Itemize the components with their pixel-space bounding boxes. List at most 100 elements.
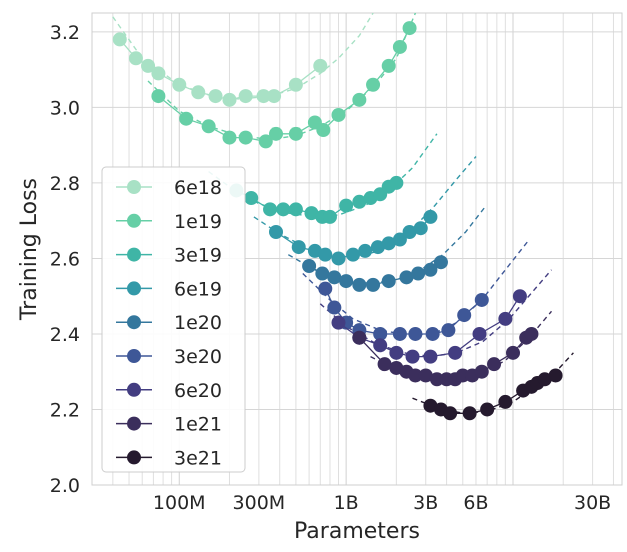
data-point	[441, 323, 456, 338]
data-point	[524, 326, 539, 341]
y-tick-label: 3.2	[50, 22, 80, 44]
data-point	[505, 345, 520, 360]
data-point	[402, 225, 417, 240]
data-point	[179, 111, 194, 126]
y-tick-label: 2.2	[50, 399, 80, 421]
x-tick-label: 3B	[413, 492, 438, 514]
data-point	[425, 326, 440, 341]
data-point	[472, 326, 487, 341]
data-point	[322, 209, 337, 224]
data-point	[222, 130, 237, 145]
x-tick-label: 6B	[463, 492, 488, 514]
data-point	[366, 77, 381, 92]
series-6e18	[112, 32, 328, 107]
data-point	[244, 191, 259, 206]
legend-label: 6e18	[174, 177, 222, 199]
legend-marker	[127, 450, 141, 465]
data-point	[512, 289, 527, 304]
data-point	[462, 406, 477, 421]
data-point	[302, 258, 317, 273]
series-line-1e19	[157, 27, 411, 143]
legend-marker	[127, 349, 141, 363]
series-1e19	[151, 21, 417, 149]
legend-box	[101, 166, 246, 473]
data-point	[433, 255, 448, 270]
y-tick-label: 2.8	[50, 173, 80, 195]
data-point	[366, 277, 381, 292]
data-point	[408, 326, 423, 341]
data-point	[112, 32, 127, 47]
data-point	[339, 274, 354, 289]
data-point	[288, 202, 303, 217]
data-point	[201, 119, 216, 134]
data-point	[208, 89, 223, 104]
series-1e20	[302, 255, 448, 292]
data-point	[487, 357, 502, 372]
data-point	[151, 66, 166, 81]
data-point	[128, 51, 143, 66]
data-point	[238, 130, 253, 145]
legend-marker	[127, 213, 141, 228]
data-point	[318, 247, 333, 262]
data-point	[339, 198, 354, 213]
data-point	[423, 349, 438, 364]
data-point	[381, 58, 396, 73]
data-point	[377, 357, 392, 372]
x-tick-label: 30B	[574, 492, 611, 514]
series-3e19	[229, 175, 404, 224]
data-point	[352, 194, 367, 209]
data-point	[474, 364, 489, 379]
data-point	[423, 398, 438, 413]
data-point	[258, 134, 273, 149]
legend-label: 3e20	[174, 346, 222, 368]
data-point	[429, 372, 444, 387]
data-point	[191, 85, 206, 100]
legend: 6e18 1e19 3e19 6e19 1e20 3e20 6e20 1e21 3e21	[101, 166, 246, 473]
data-point	[405, 349, 420, 364]
legend-label: 1e21	[174, 414, 222, 436]
data-point	[373, 338, 388, 353]
data-point	[315, 266, 330, 281]
legend-marker	[127, 382, 141, 397]
data-point	[448, 345, 463, 360]
data-point	[392, 232, 407, 247]
legend-item-3e19: 3e19	[116, 245, 222, 267]
data-point	[389, 175, 404, 190]
data-point	[443, 406, 458, 421]
data-point	[327, 270, 342, 285]
data-point	[411, 266, 426, 281]
data-point	[318, 281, 333, 296]
fit-curve-6e19	[253, 156, 477, 258]
data-point	[352, 330, 367, 345]
legend-marker	[127, 416, 141, 431]
series-1e21	[352, 326, 539, 387]
series-6e20	[331, 289, 527, 364]
legend-label: 1e19	[174, 211, 222, 233]
legend-marker	[127, 315, 141, 330]
fit-curve-6e18	[112, 13, 374, 100]
data-point	[498, 394, 513, 409]
data-point	[423, 209, 438, 224]
data-point	[373, 326, 388, 341]
data-point	[288, 126, 303, 141]
data-point	[269, 225, 284, 240]
data-point	[399, 270, 414, 285]
data-point	[172, 77, 187, 92]
data-point	[238, 89, 253, 104]
x-tick-label: 1B	[334, 492, 359, 514]
data-point	[331, 251, 346, 266]
data-point	[352, 277, 367, 292]
data-point	[222, 92, 237, 107]
data-point	[358, 243, 373, 258]
legend-label: 3e19	[174, 245, 222, 267]
legend-marker	[127, 247, 141, 262]
data-point	[423, 262, 438, 277]
data-point	[381, 236, 396, 251]
y-axis-title: Training Loss	[17, 178, 42, 321]
data-point	[263, 202, 278, 217]
x-tick-label: 100M	[153, 492, 206, 514]
data-point	[413, 221, 428, 236]
data-point	[313, 58, 328, 73]
data-point	[548, 368, 563, 383]
